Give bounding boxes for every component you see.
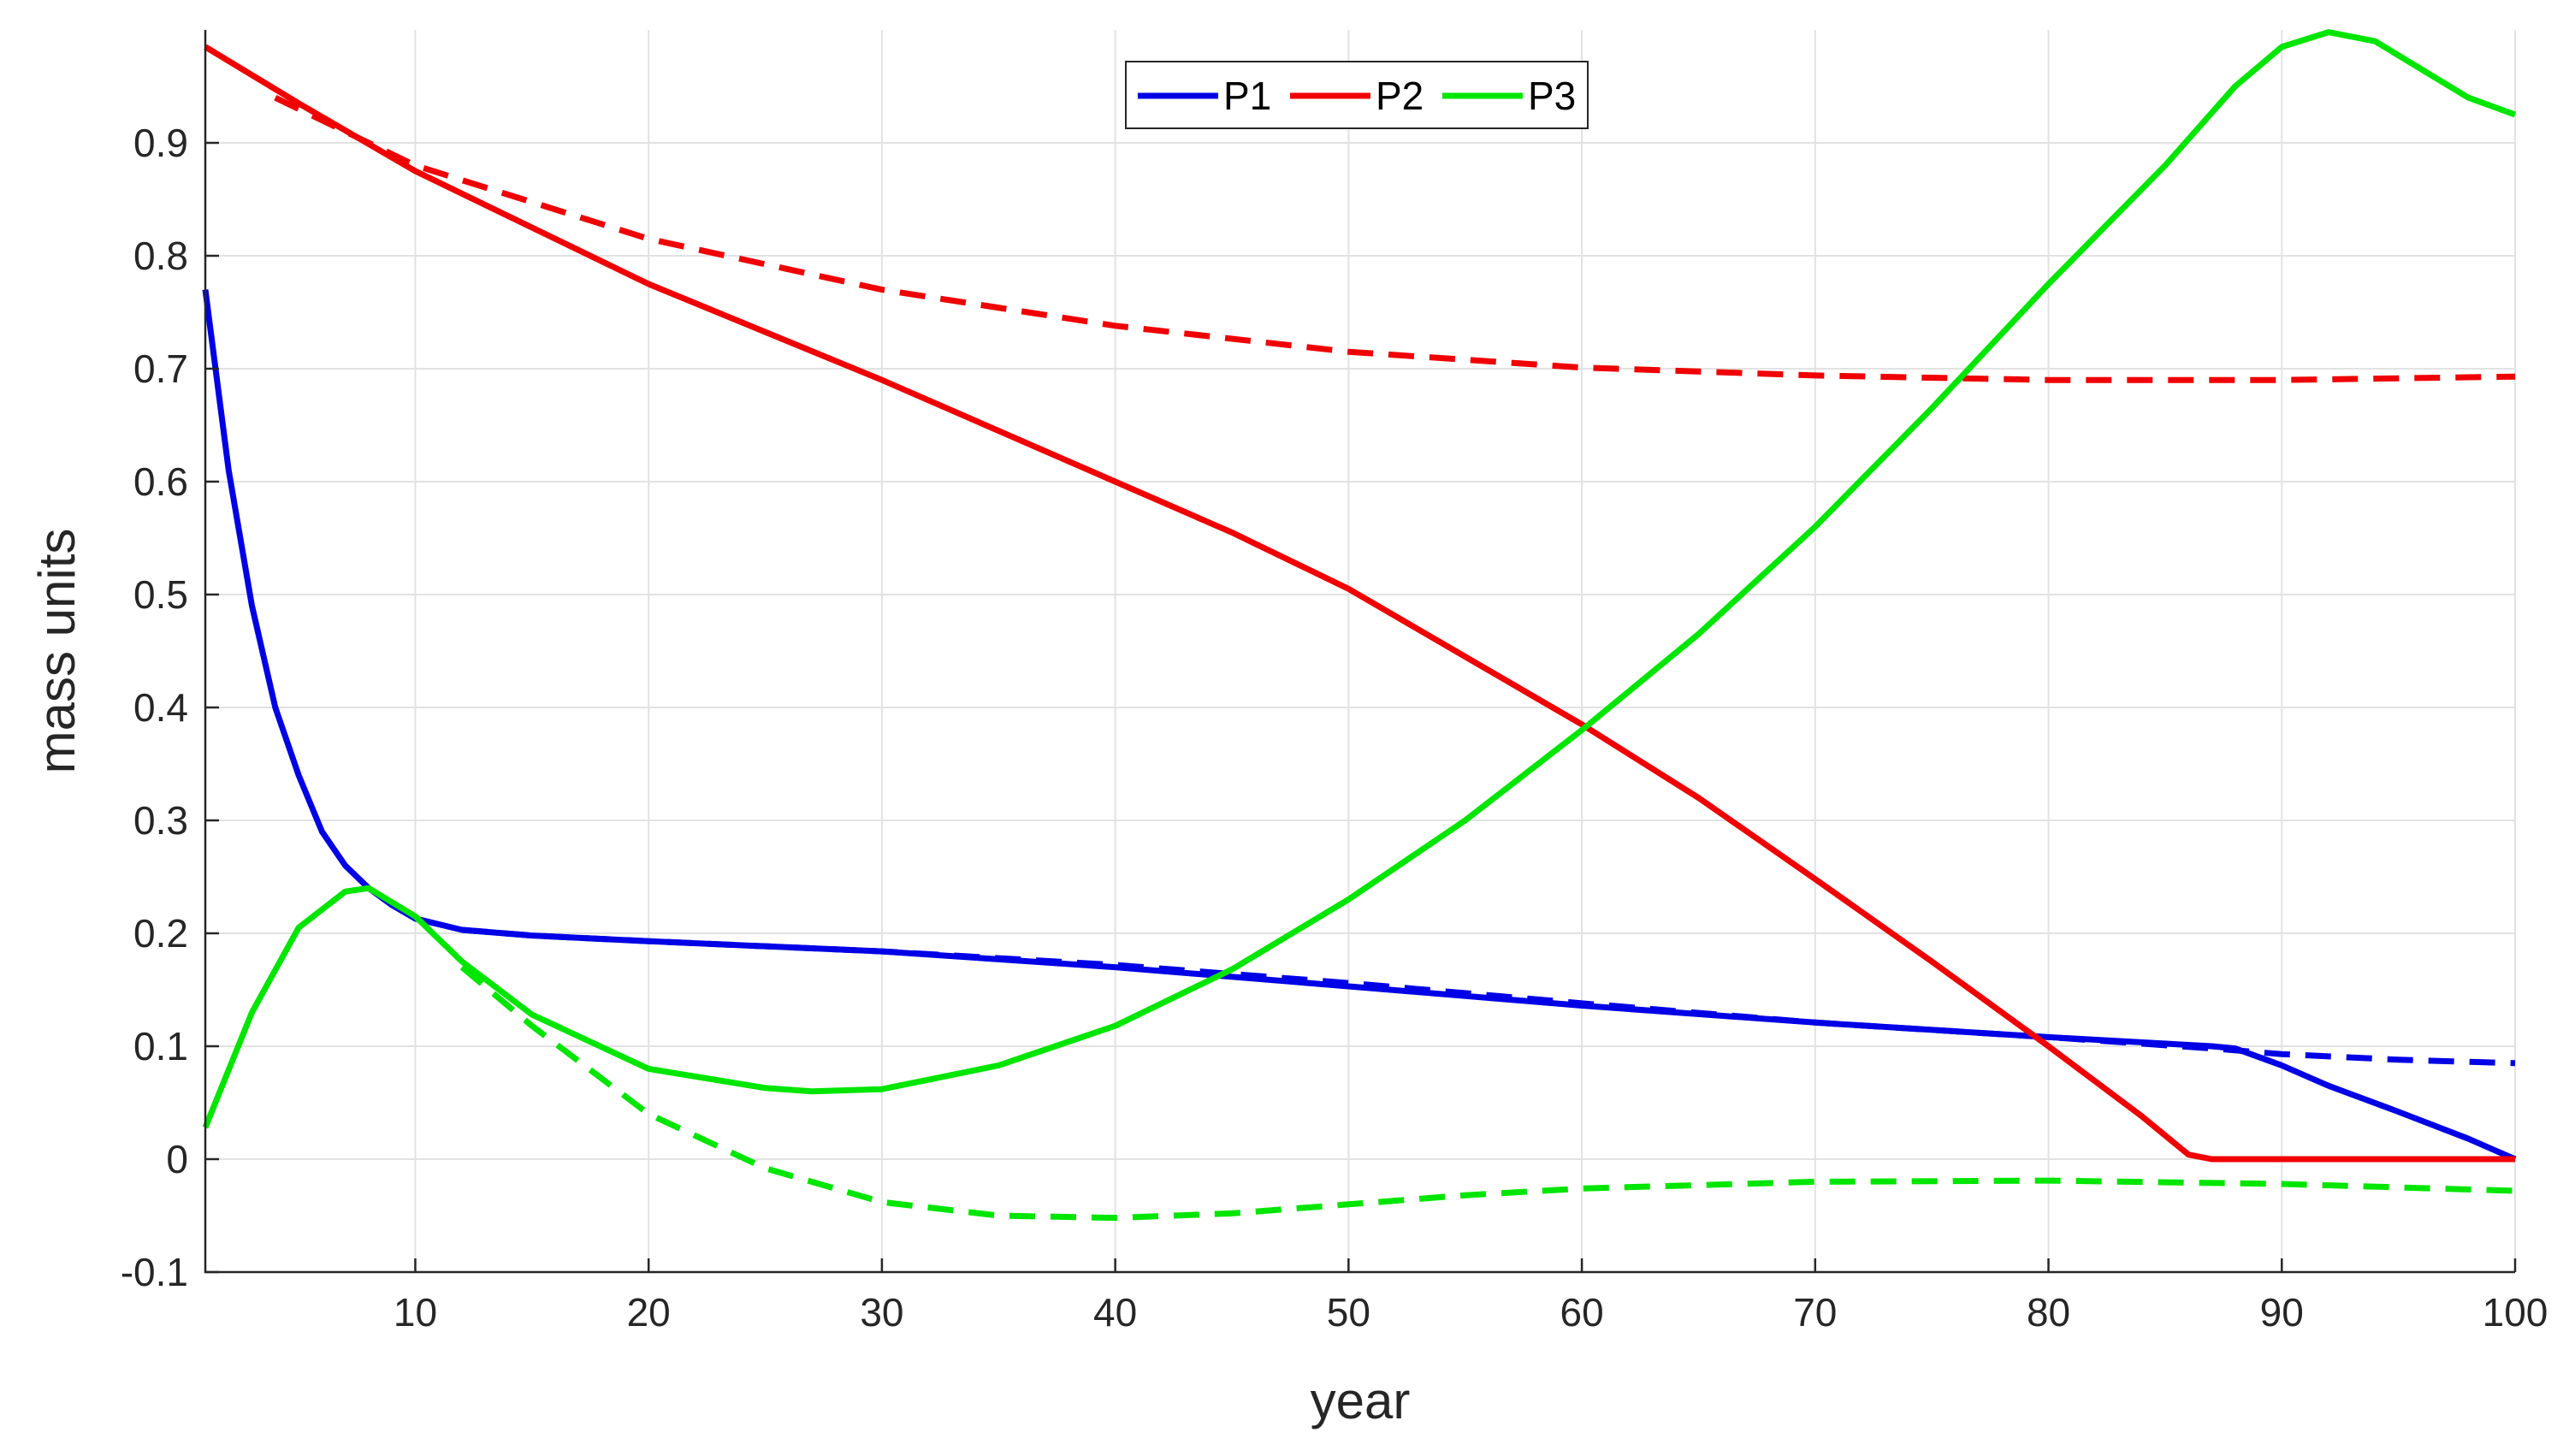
y-tick-label: 0.9 xyxy=(133,121,188,165)
legend: P1 P2 P3 xyxy=(1125,61,1589,129)
legend-label-p2: P2 xyxy=(1376,74,1424,118)
x-tick-label: 60 xyxy=(1560,1290,1604,1335)
y-tick-label: 0.3 xyxy=(133,798,188,843)
series-line-p3 xyxy=(202,29,2517,1129)
legend-label-p1: P1 xyxy=(1223,74,1271,118)
x-tick-label: 40 xyxy=(1093,1290,1137,1335)
series-line-p3-dashed xyxy=(459,964,2516,1222)
y-tick-label: 0.6 xyxy=(133,459,188,504)
legend-label-p3: P3 xyxy=(1528,74,1576,118)
y-tick-label: 0 xyxy=(166,1137,188,1181)
y-tick-label: 0.7 xyxy=(133,346,188,391)
x-tick-label: 70 xyxy=(1793,1290,1837,1335)
series-line-p1-dashed xyxy=(461,926,2516,1067)
y-tick-label: 0.1 xyxy=(133,1024,188,1068)
x-tick-label: 80 xyxy=(2027,1290,2070,1335)
series-group xyxy=(202,29,2517,1222)
x-axis-title: year xyxy=(1311,1372,1411,1429)
series-line-p2-dashed xyxy=(274,95,2516,383)
x-tick-label: 30 xyxy=(860,1290,903,1335)
x-tick-label: 100 xyxy=(2483,1290,2548,1335)
tick-labels: 10 20 30 40 50 60 70 80 90 100 -0.1 0 0.1 0.2 0.3 0.4 0.… xyxy=(121,121,2548,1335)
x-tick-label: 50 xyxy=(1327,1290,1370,1335)
x-tick-label: 20 xyxy=(627,1290,671,1335)
y-tick-label: 0.5 xyxy=(133,572,188,617)
series-line-p2 xyxy=(204,44,2515,1163)
y-tick-label: -0.1 xyxy=(121,1250,188,1294)
x-tick-label: 10 xyxy=(394,1290,437,1335)
axes xyxy=(204,30,2517,1274)
y-tick-label: 0.8 xyxy=(133,234,188,278)
y-tick-label: 0.2 xyxy=(133,911,188,956)
x-tick-label: 90 xyxy=(2260,1290,2304,1335)
y-axis-title: mass units xyxy=(28,529,86,774)
y-tick-label: 0.4 xyxy=(133,685,188,730)
